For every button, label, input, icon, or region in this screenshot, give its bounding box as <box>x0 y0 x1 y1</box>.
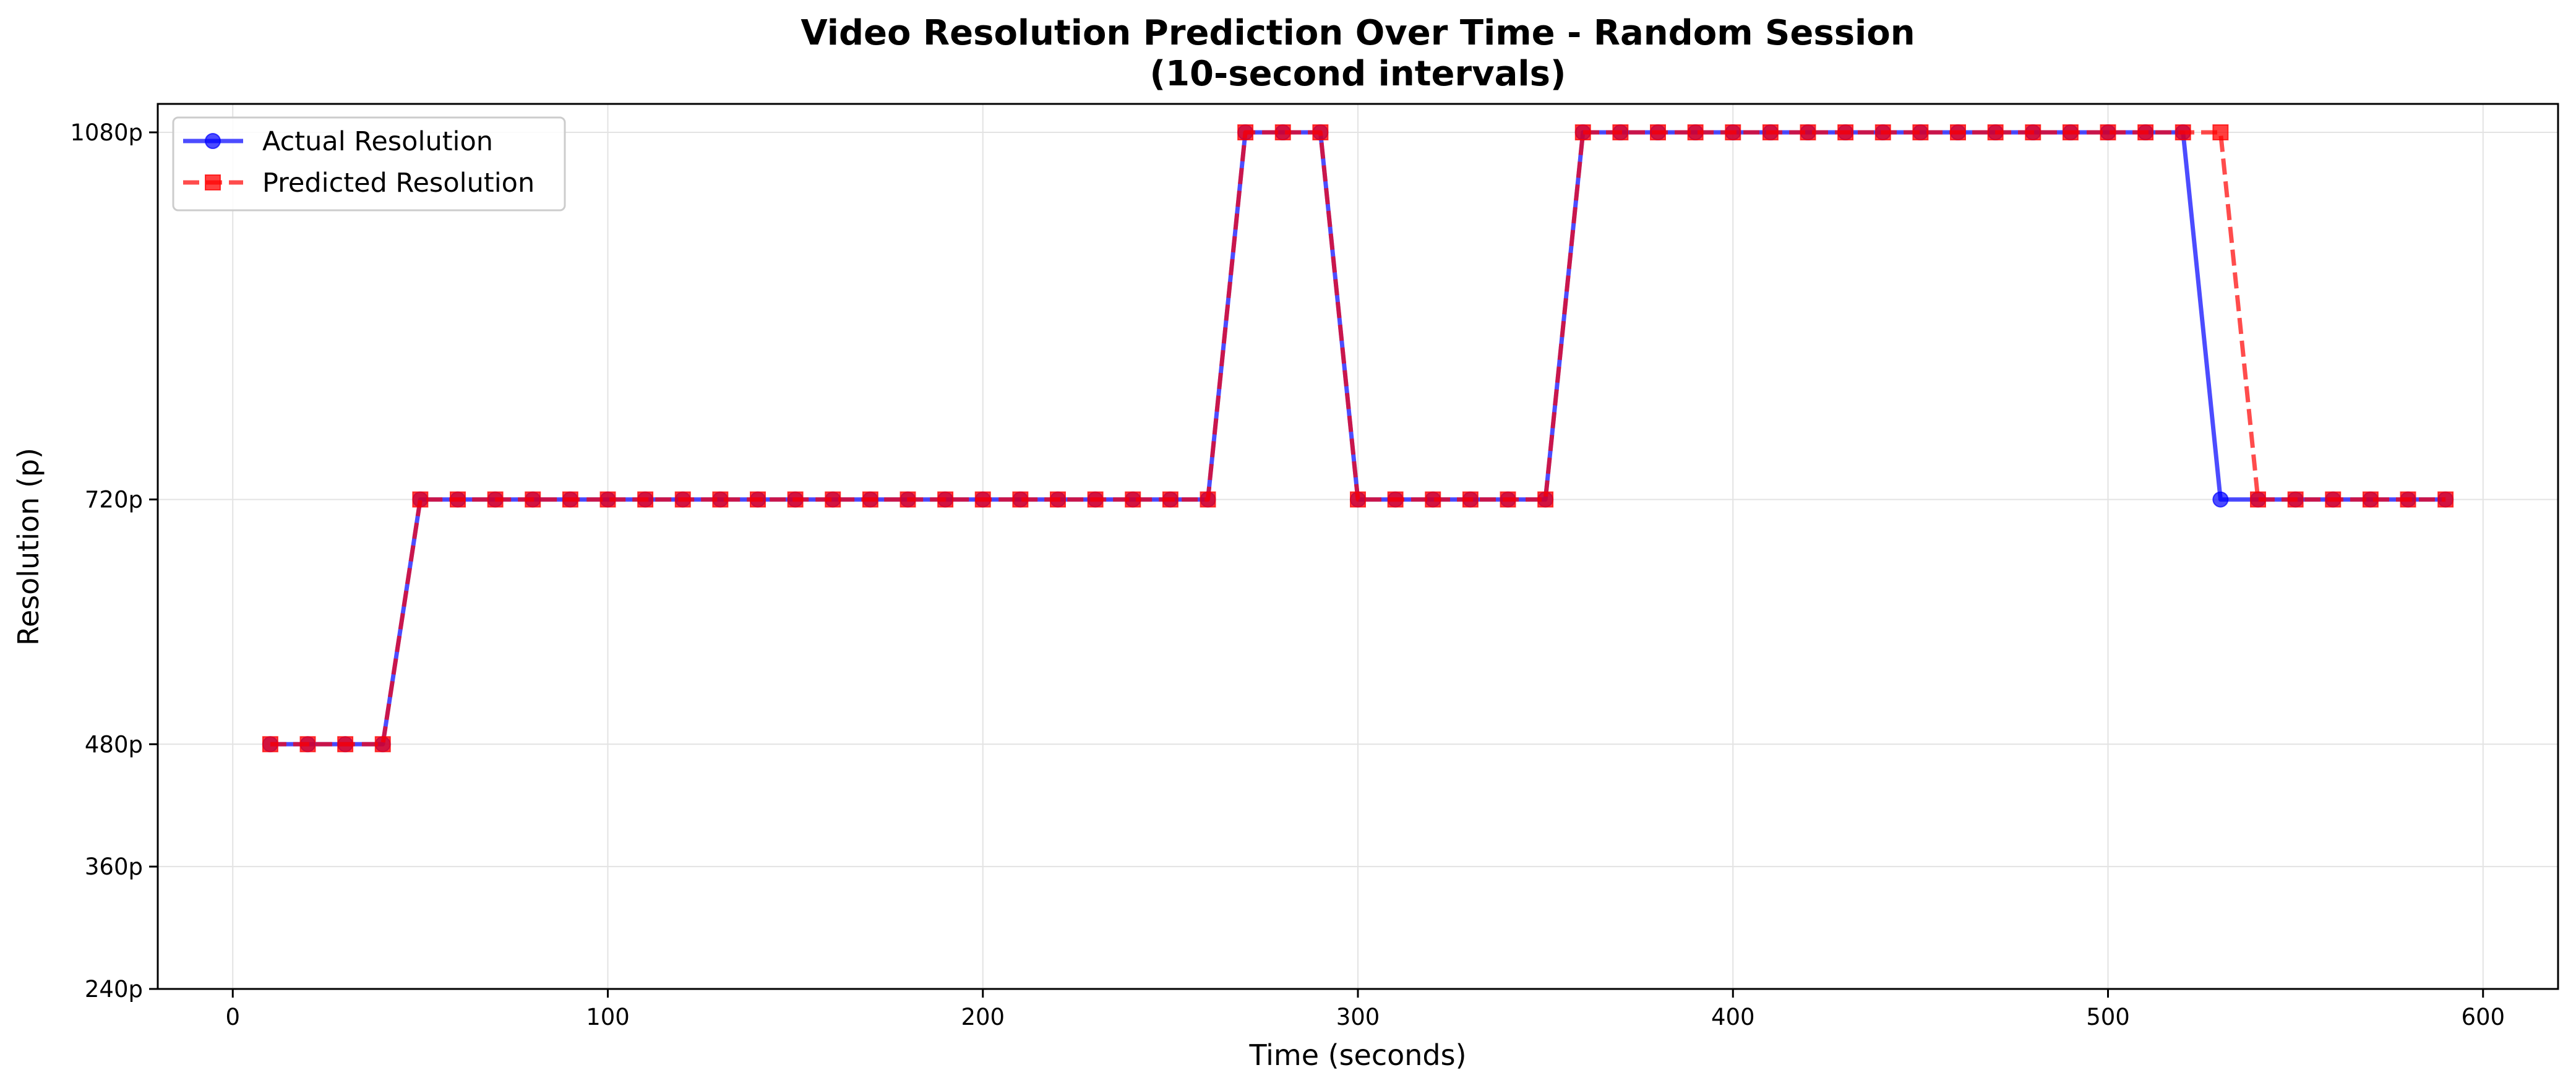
data-point <box>1800 124 1816 140</box>
y-axis-label: Resolution (p) <box>12 448 45 646</box>
data-point <box>674 491 691 508</box>
data-point <box>1350 491 1366 508</box>
data-point <box>1574 124 1591 140</box>
data-point <box>525 491 541 508</box>
data-point <box>1874 124 1891 140</box>
legend-item: Actual Resolution <box>183 126 493 157</box>
data-point <box>750 491 766 508</box>
data-point <box>1387 491 1404 508</box>
legend-swatch-marker <box>205 133 221 149</box>
data-point <box>1274 124 1291 140</box>
data-point <box>2212 491 2229 508</box>
x-axis-label: Time (seconds) <box>1248 1038 1466 1072</box>
data-point <box>2175 124 2191 140</box>
series-predicted <box>262 124 2454 753</box>
data-point <box>1500 491 1516 508</box>
data-point <box>450 491 466 508</box>
data-point <box>1687 124 1704 140</box>
data-point <box>712 491 729 508</box>
data-point <box>562 491 578 508</box>
x-tick-label: 300 <box>1336 1004 1380 1030</box>
y-tick-label: 480p <box>85 731 143 758</box>
data-point <box>825 491 841 508</box>
series-layer <box>262 124 2454 753</box>
legend-items: Actual Resolution Predicted Resolution <box>183 126 535 199</box>
data-point <box>787 491 804 508</box>
data-point <box>1837 124 1854 140</box>
data-point <box>1912 124 1929 140</box>
data-point <box>1012 491 1029 508</box>
data-point <box>1987 124 2004 140</box>
data-point <box>412 491 429 508</box>
x-tick-label: 400 <box>1711 1004 1755 1030</box>
legend-swatch-marker <box>205 174 221 190</box>
data-point <box>1725 124 1741 140</box>
legend-item: Predicted Resolution <box>183 168 535 199</box>
y-tick-label: 240p <box>85 976 143 1003</box>
data-point <box>1312 124 1329 140</box>
chart-subtitle: (10-second intervals) <box>1149 54 1566 94</box>
data-point <box>2100 124 2116 140</box>
legend-box <box>172 116 566 212</box>
data-point <box>374 736 391 753</box>
data-point <box>2062 124 2079 140</box>
data-point <box>2362 491 2379 508</box>
data-point <box>1050 491 1066 508</box>
data-point <box>1462 491 1479 508</box>
x-tick-label: 200 <box>961 1004 1005 1030</box>
x-tick-label: 0 <box>225 1004 240 1030</box>
y-tick-label: 360p <box>85 854 143 880</box>
data-point <box>2325 491 2342 508</box>
data-point <box>2437 491 2454 508</box>
data-point <box>337 736 354 753</box>
data-point <box>299 736 316 753</box>
data-point <box>1762 124 1779 140</box>
data-point <box>1650 124 1666 140</box>
data-point <box>2400 491 2416 508</box>
data-point <box>2212 124 2229 140</box>
data-point <box>937 491 954 508</box>
data-point <box>1162 491 1179 508</box>
x-tick-label: 600 <box>2461 1004 2505 1030</box>
data-point <box>2025 124 2041 140</box>
x-tick-label: 100 <box>586 1004 630 1030</box>
data-point <box>1087 491 1104 508</box>
data-point <box>974 491 991 508</box>
data-point <box>1125 491 1141 508</box>
data-point <box>1537 491 1554 508</box>
x-tick-label: 500 <box>2086 1004 2130 1030</box>
legend: Actual Resolution Predicted Resolution <box>172 116 566 212</box>
data-point <box>637 491 654 508</box>
data-point <box>2137 124 2154 140</box>
data-point <box>599 491 616 508</box>
data-point <box>1237 124 1254 140</box>
legend-label: Predicted Resolution <box>262 168 535 199</box>
y-axis-ticks: 240p 360p 480p 720p 1080p <box>70 119 158 1003</box>
legend-label: Actual Resolution <box>262 126 493 157</box>
data-point <box>2287 491 2304 508</box>
data-point <box>899 491 916 508</box>
y-tick-label: 720p <box>85 487 143 513</box>
data-point <box>2250 491 2266 508</box>
data-point <box>862 491 878 508</box>
x-axis-ticks: 0 100 200 300 400 500 600 <box>225 989 2505 1030</box>
data-point <box>487 491 504 508</box>
data-point <box>1425 491 1441 508</box>
data-point <box>1612 124 1629 140</box>
y-tick-label: 1080p <box>70 119 143 146</box>
data-point <box>1950 124 1966 140</box>
data-point <box>1200 491 1216 508</box>
chart-title: Video Resolution Prediction Over Time - … <box>801 13 1915 53</box>
data-point <box>262 736 278 753</box>
